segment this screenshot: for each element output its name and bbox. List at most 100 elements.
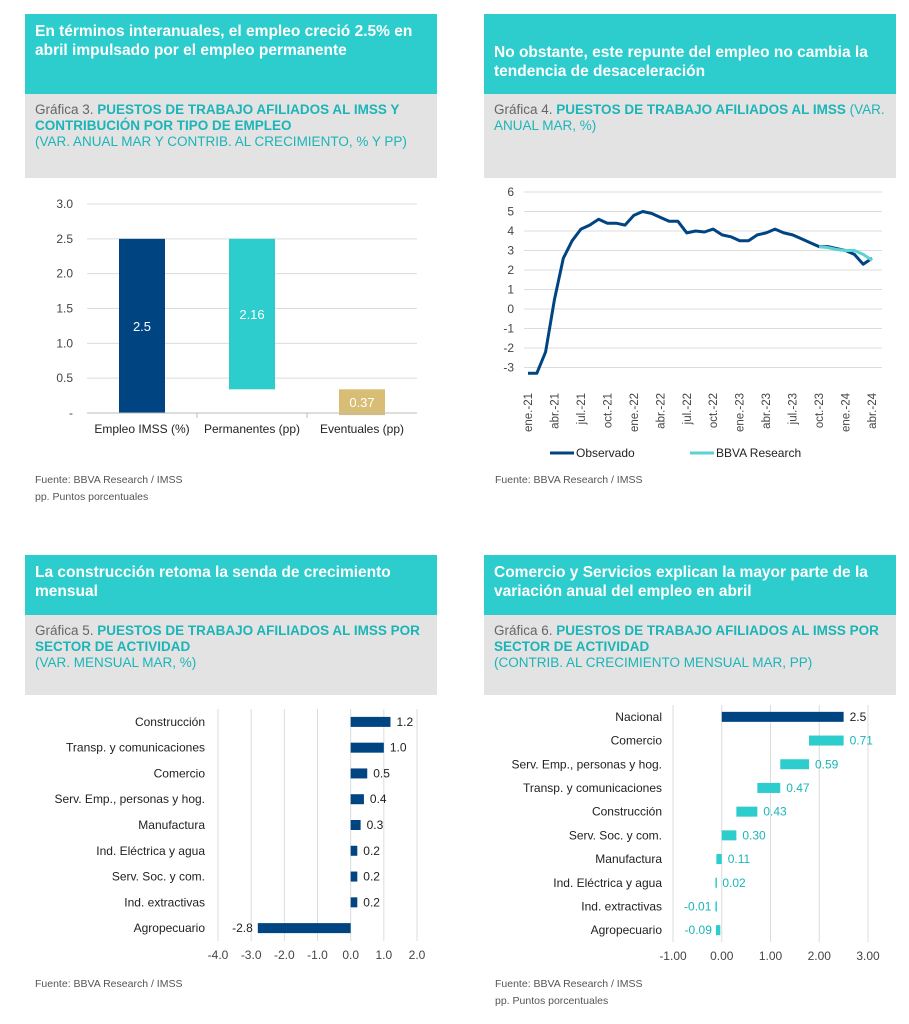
chart-number: Gráfica 5. xyxy=(35,623,94,638)
data-label: 0.02 xyxy=(722,876,746,890)
source-block-4: Fuente: BBVA Research / IMSS pp. Puntos … xyxy=(495,976,642,1010)
panel-headline: Comercio y Servicios explican la mayor p… xyxy=(484,555,896,615)
chart-sector-monthly: -4.0 -3.0 -2.0 -1.0 0.0 1.0 2.0 Construcción 1.2… xyxy=(54,709,426,962)
x-tick-label: abr.-22 xyxy=(655,393,667,429)
data-label: 0.37 xyxy=(349,395,374,410)
chart-employment-type: - 0.5 1.0 1.5 2.0 2.5 3.0 2.5 Empleo IMSS (%) 2.1… xyxy=(56,197,417,436)
panel-headline: No obstante, este repunte del empleo no … xyxy=(484,14,896,94)
chart-number: Gráfica 4. xyxy=(494,102,553,117)
y-tick-label: -2 xyxy=(503,341,514,355)
x-tick-label: jul.-21 xyxy=(576,393,588,425)
chart-title-block: Gráfica 6. PUESTOS DE TRABAJO AFILIADOS … xyxy=(484,615,896,695)
category-label: Transp. y comunicaciones xyxy=(523,781,662,795)
bar xyxy=(716,854,722,865)
data-label: -0.01 xyxy=(684,899,712,913)
chart-title-block: Gráfica 3. PUESTOS DE TRABAJO AFILIADOS … xyxy=(25,94,437,178)
legend-label: Observado xyxy=(576,446,635,460)
x-tick-label: -3.0 xyxy=(241,948,262,962)
chart-unit: (VAR. ANUAL MAR Y CONTRIB. AL CRECIMIENT… xyxy=(35,134,407,149)
bar xyxy=(721,711,844,722)
category-label: Manufactura xyxy=(595,852,662,866)
y-tick-label: 4 xyxy=(507,224,514,238)
x-tick-label: 0.0 xyxy=(342,948,359,962)
chart-title: PUESTOS DE TRABAJO AFILIADOS AL IMSS Y C… xyxy=(35,102,400,133)
chart-unit: (VAR. MENSUAL MAR, %) xyxy=(35,655,197,670)
chart-unit: (VAR. ANUAL MAR, %) xyxy=(494,102,885,133)
bar xyxy=(715,901,717,912)
data-label: 0.43 xyxy=(763,805,787,819)
x-tick-label: 1.00 xyxy=(759,949,783,963)
y-tick-label: 0 xyxy=(507,302,514,316)
category-label: Manufactura xyxy=(138,818,205,832)
x-tick-label: ene.-23 xyxy=(735,393,747,432)
source-text: Fuente: BBVA Research / IMSS xyxy=(495,978,643,990)
y-tick-label: 5 xyxy=(507,205,514,219)
chart-title: PUESTOS DE TRABAJO AFILIADOS AL IMSS xyxy=(556,102,846,117)
data-label: 1.0 xyxy=(390,741,407,755)
data-label: 0.2 xyxy=(363,870,380,884)
y-tick-label: 2 xyxy=(507,263,514,277)
bar xyxy=(257,923,351,934)
data-label: 2.5 xyxy=(850,710,867,724)
y-tick-label: - xyxy=(69,406,73,420)
panel-grafica-4: No obstante, este repunte del empleo no … xyxy=(484,14,896,473)
source-block-2: Fuente: BBVA Research / IMSS xyxy=(495,472,642,489)
bar xyxy=(229,238,275,390)
legend-label: BBVA Research xyxy=(716,446,801,460)
y-tick-label: 1.5 xyxy=(56,302,73,316)
x-tick-label: 0.00 xyxy=(710,949,734,963)
y-tick-label: 0.5 xyxy=(56,371,73,385)
bar xyxy=(350,820,361,830)
x-tick-label: ene.-21 xyxy=(523,393,535,432)
x-tick-label: abr.-21 xyxy=(549,393,561,429)
data-label: 0.59 xyxy=(815,757,839,771)
bar xyxy=(757,782,781,793)
x-tick-label: Permanentes (pp) xyxy=(204,422,300,436)
chart-unit: (CONTRIB. AL CRECIMIENTO MENSUAL MAR, PP… xyxy=(494,655,813,670)
data-label: 0.47 xyxy=(786,781,810,795)
category-label: Ind. extractivas xyxy=(124,895,205,909)
bar xyxy=(350,768,368,779)
category-label: Ind. Eléctrica y agua xyxy=(96,844,205,858)
category-label: Serv. Emp., personas y hog. xyxy=(54,792,205,806)
source-text: Fuente: BBVA Research / IMSS xyxy=(495,474,643,486)
category-label: Serv. Emp., personas y hog. xyxy=(511,757,662,771)
panel-grafica-5: La construcción retoma la senda de creci… xyxy=(25,555,437,975)
data-label: -2.8 xyxy=(232,921,253,935)
bar xyxy=(350,897,358,908)
source-text: Fuente: BBVA Research / IMSS xyxy=(35,474,183,486)
y-tick-label: 2.0 xyxy=(56,267,73,281)
x-tick-label: jul.-23 xyxy=(788,393,800,425)
x-tick-label: abr.-23 xyxy=(761,393,773,429)
bar xyxy=(350,742,384,753)
category-label: Comercio xyxy=(154,766,206,780)
data-label: 2.5 xyxy=(133,319,151,334)
y-tick-label: 6 xyxy=(507,185,514,199)
x-tick-label: Empleo IMSS (%) xyxy=(94,422,189,436)
chart-title: PUESTOS DE TRABAJO AFILIADOS AL IMSS POR… xyxy=(35,623,420,654)
bar xyxy=(350,716,391,727)
x-tick-label: 2.0 xyxy=(409,948,426,962)
data-label: 0.2 xyxy=(363,844,380,858)
bar xyxy=(339,389,385,416)
bar xyxy=(715,877,717,888)
source-text: Fuente: BBVA Research / IMSS xyxy=(35,978,183,990)
category-label: Construcción xyxy=(135,715,205,729)
x-tick-label: 2.00 xyxy=(808,949,832,963)
x-tick-label: -1.0 xyxy=(307,948,328,962)
footnote-text: pp. Puntos porcentuales xyxy=(495,995,609,1007)
chart-title-block: Gráfica 5. PUESTOS DE TRABAJO AFILIADOS … xyxy=(25,615,437,695)
panel-headline: En términos interanuales, el empleo crec… xyxy=(25,14,437,94)
panel-headline: La construcción retoma la senda de creci… xyxy=(25,555,437,615)
category-label: Serv. Soc. y com. xyxy=(112,870,205,884)
data-label: 0.4 xyxy=(370,792,387,806)
y-tick-label: -1 xyxy=(503,322,514,336)
data-label: 1.2 xyxy=(396,715,413,729)
x-tick-label: abr.-24 xyxy=(867,392,879,428)
category-label: Agropecuario xyxy=(134,921,206,935)
data-label: -0.09 xyxy=(685,923,713,937)
category-label: Serv. Soc. y com. xyxy=(569,828,662,842)
x-tick-label: oct.-23 xyxy=(814,393,826,428)
bar xyxy=(119,238,165,413)
footnote-text: pp. Puntos porcentuales xyxy=(35,491,149,503)
